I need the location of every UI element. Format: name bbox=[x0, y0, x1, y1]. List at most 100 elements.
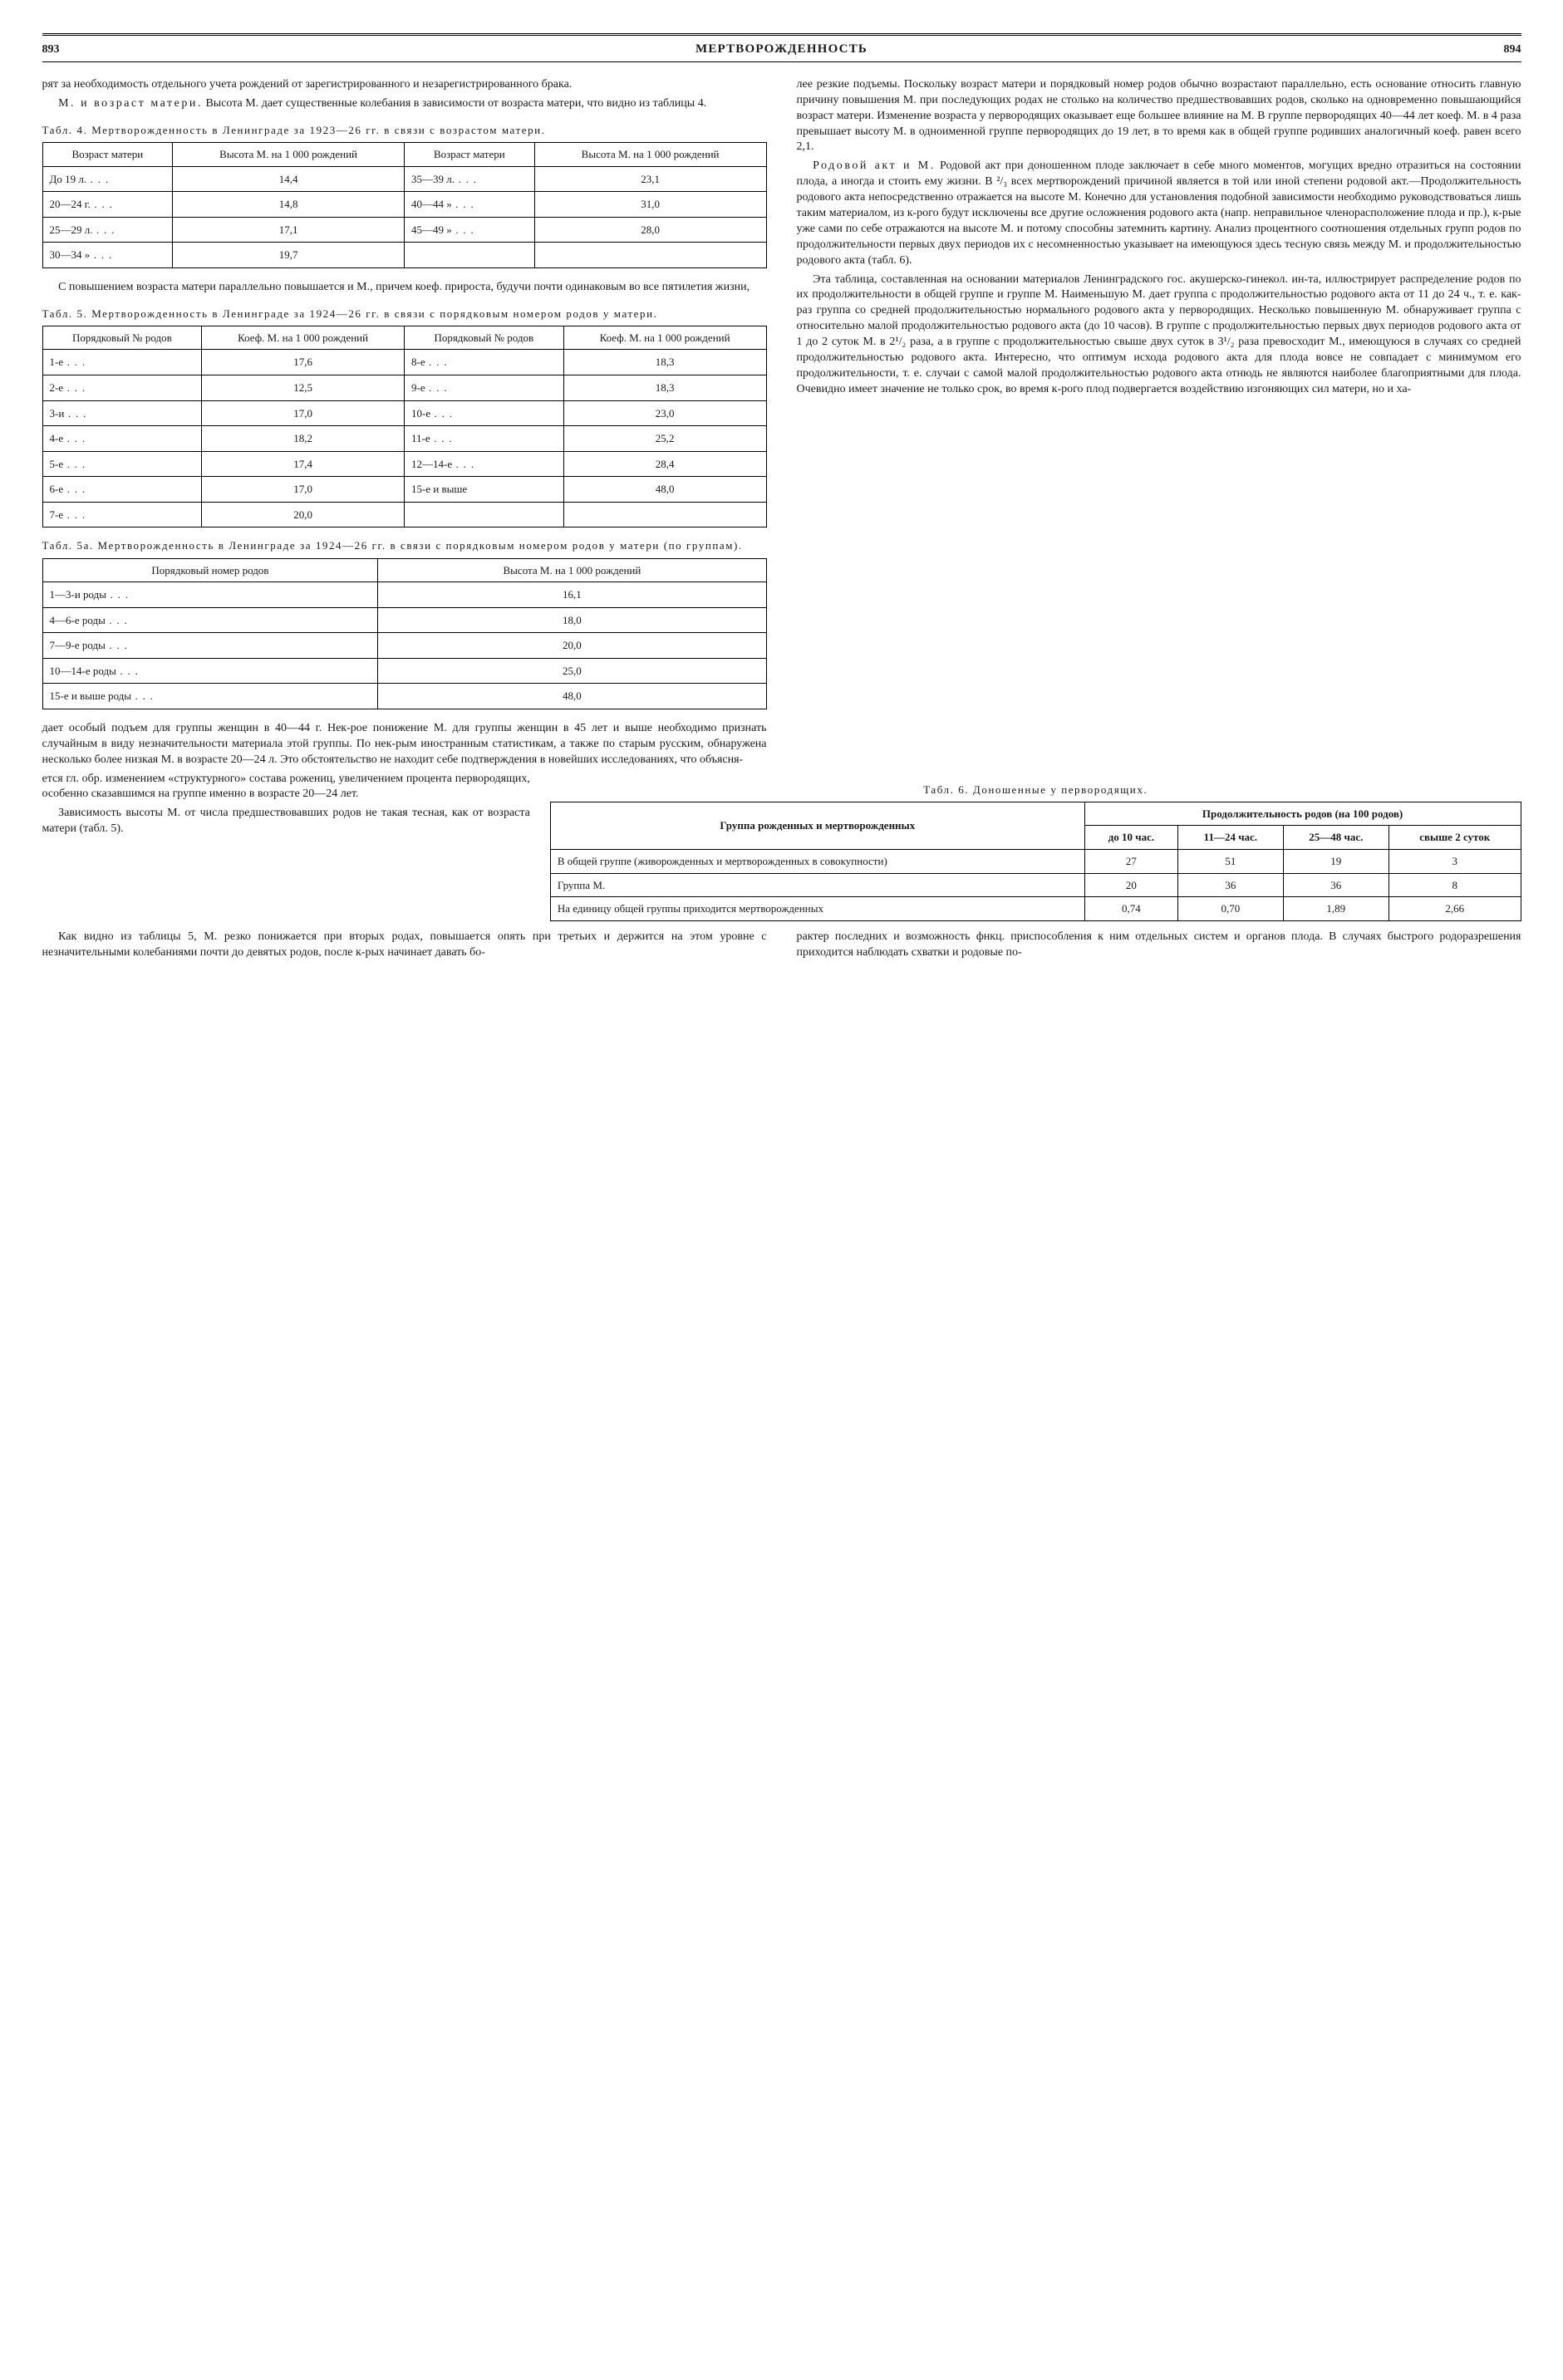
cell: 10-е bbox=[404, 400, 563, 426]
para: М. и возраст матери. Высота М. дает суще… bbox=[42, 96, 767, 112]
table-row: 20—24 г. 14,8 40—44 » 31,0 bbox=[42, 192, 766, 218]
para: ется гл. обр. изменением «структурного» … bbox=[42, 772, 530, 803]
cell: 14,4 bbox=[173, 166, 405, 192]
cell: 1-е bbox=[42, 350, 202, 375]
para: рят за необходимость отдельного учета ро… bbox=[42, 77, 767, 93]
cell: 8-е bbox=[404, 350, 563, 375]
page-number-left: 893 bbox=[42, 42, 60, 58]
table-header: Возраст матери bbox=[42, 142, 173, 166]
table-header: Продолжительность родов (на 100 родов) bbox=[1084, 802, 1521, 826]
table-header: 11—24 час. bbox=[1178, 826, 1283, 850]
table-6-caption: Табл. 6. Доношенные у первородящих. bbox=[550, 783, 1521, 797]
table-row: 7-е 20,0 bbox=[42, 502, 766, 528]
para: лее резкие подъемы. Поскольку возраст ма… bbox=[797, 77, 1521, 155]
cell bbox=[404, 243, 534, 268]
cell: 28,0 bbox=[534, 217, 766, 243]
right-column-bottom: рактер последних и возможность фнкц. при… bbox=[797, 930, 1521, 964]
cell: 0,70 bbox=[1178, 897, 1283, 921]
cell: 2-е bbox=[42, 375, 202, 400]
cell: 18,0 bbox=[378, 607, 766, 633]
table-row: 15-е и выше роды 48,0 bbox=[42, 684, 766, 709]
cell: 20—24 г. bbox=[42, 192, 173, 218]
table-row: Группа М. 20 36 36 8 bbox=[550, 873, 1521, 897]
cell: 48,0 bbox=[378, 684, 766, 709]
cell: В общей группе (живорожденных и мертворо… bbox=[550, 849, 1084, 873]
cell: На единицу общей группы приходится мертв… bbox=[550, 897, 1084, 921]
table-header: свыше 2 суток bbox=[1389, 826, 1521, 850]
table-row: До 19 л. 14,4 35—39 л. 23,1 bbox=[42, 166, 766, 192]
table-row: 1-е 17,6 8-е 18,3 bbox=[42, 350, 766, 375]
cell: 36 bbox=[1178, 873, 1283, 897]
table-header: до 10 час. bbox=[1084, 826, 1177, 850]
left-narrow-text: ется гл. обр. изменением «структурного» … bbox=[42, 772, 530, 842]
cell: 11-е bbox=[404, 426, 563, 452]
table-row: 10—14-е роды 25,0 bbox=[42, 658, 766, 684]
table-header: Высота М. на 1 000 рождений bbox=[378, 558, 766, 582]
cell: 51 bbox=[1178, 849, 1283, 873]
table-header: Высота М. на 1 000 рождений bbox=[534, 142, 766, 166]
header-single-rule bbox=[42, 61, 1521, 62]
table-5a-caption: Табл. 5а. Мертворожденность в Ленинграде… bbox=[42, 539, 767, 552]
table-4: Возраст матери Высота М. на 1 000 рожден… bbox=[42, 142, 767, 268]
table-4-caption: Табл. 4. Мертворожденность в Ленинграде … bbox=[42, 124, 767, 137]
cell bbox=[563, 502, 766, 528]
cell: 18,3 bbox=[563, 375, 766, 400]
cell: 20,0 bbox=[378, 633, 766, 659]
table-5a: Порядковый номер родов Высота М. на 1 00… bbox=[42, 558, 767, 709]
table-row: В общей группе (живорожденных и мертворо… bbox=[550, 849, 1521, 873]
cell: 12—14-е bbox=[404, 451, 563, 477]
left-column-bottom: Как видно из таблицы 5, М. резко понижае… bbox=[42, 930, 767, 964]
cell: 3-и bbox=[42, 400, 202, 426]
table-header: Группа рожденных и мертворожденных bbox=[550, 802, 1084, 849]
cell: 4—6-е роды bbox=[42, 607, 378, 633]
lead-in: Родовой акт и М. bbox=[813, 159, 936, 172]
table-6: Группа рожденных и мертворожденных Продо… bbox=[550, 802, 1521, 921]
table-5: Порядковый № родов Коеф. М. на 1 000 рож… bbox=[42, 326, 767, 528]
left-column: рят за необходимость отдельного учета ро… bbox=[42, 77, 767, 772]
table-header: Коеф. М. на 1 000 рождений bbox=[202, 326, 405, 350]
running-title: МЕРТВОРОЖДЕННОСТЬ bbox=[695, 41, 868, 57]
page-number-right: 894 bbox=[1504, 42, 1521, 58]
para: Эта таблица, составленная на основании м… bbox=[797, 272, 1521, 398]
table-row: 4—6-е роды 18,0 bbox=[42, 607, 766, 633]
cell: Группа М. bbox=[550, 873, 1084, 897]
cell: 17,0 bbox=[202, 400, 405, 426]
cell: 36 bbox=[1283, 873, 1389, 897]
cell: 1—3-и роды bbox=[42, 582, 378, 608]
cell: 23,0 bbox=[563, 400, 766, 426]
cell bbox=[534, 243, 766, 268]
top-double-rule bbox=[42, 33, 1521, 36]
cell: 23,1 bbox=[534, 166, 766, 192]
table-row: 3-и 17,0 10-е 23,0 bbox=[42, 400, 766, 426]
cell: До 19 л. bbox=[42, 166, 173, 192]
table-header: 25—48 час. bbox=[1283, 826, 1389, 850]
table-header: Коеф. М. на 1 000 рождений bbox=[563, 326, 766, 350]
cell: 48,0 bbox=[563, 477, 766, 503]
cell bbox=[404, 502, 563, 528]
table-row: 6-е 17,0 15-е и выше 48,0 bbox=[42, 477, 766, 503]
table-row: На единицу общей группы приходится мертв… bbox=[550, 897, 1521, 921]
table-row: 25—29 л. 17,1 45—49 » 28,0 bbox=[42, 217, 766, 243]
para: Как видно из таблицы 5, М. резко понижае… bbox=[42, 930, 767, 961]
cell: 25,0 bbox=[378, 658, 766, 684]
cell: 31,0 bbox=[534, 192, 766, 218]
cell: 0,74 bbox=[1084, 897, 1177, 921]
table-6-region: ется гл. обр. изменением «структурного» … bbox=[42, 772, 1521, 921]
table-header: Высота М. на 1 000 рождений bbox=[173, 142, 405, 166]
cell: 8 bbox=[1389, 873, 1521, 897]
cell: 17,4 bbox=[202, 451, 405, 477]
table-row: 30—34 » 19,7 bbox=[42, 243, 766, 268]
right-column: лее резкие подъемы. Поскольку возраст ма… bbox=[797, 77, 1521, 772]
cell: 35—39 л. bbox=[404, 166, 534, 192]
cell: 4-е bbox=[42, 426, 202, 452]
table-row: 7—9-е роды 20,0 bbox=[42, 633, 766, 659]
cell: 27 bbox=[1084, 849, 1177, 873]
table-row: 5-е 17,4 12—14-е 28,4 bbox=[42, 451, 766, 477]
cell: 17,0 bbox=[202, 477, 405, 503]
table-5-caption: Табл. 5. Мертворожденность в Ленинграде … bbox=[42, 307, 767, 321]
table-header: Порядковый № родов bbox=[42, 326, 202, 350]
cell: 7-е bbox=[42, 502, 202, 528]
cell: 15-е и выше bbox=[404, 477, 563, 503]
cell: 18,2 bbox=[202, 426, 405, 452]
cell: 2,66 bbox=[1389, 897, 1521, 921]
